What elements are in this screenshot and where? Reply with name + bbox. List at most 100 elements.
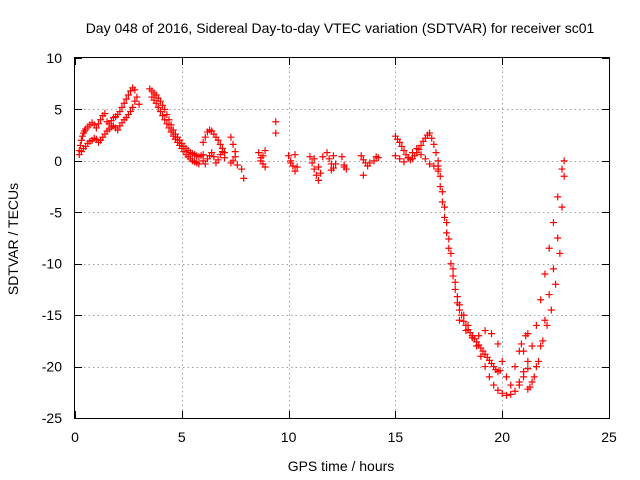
- data-point: [133, 93, 141, 101]
- data-point: [549, 265, 557, 273]
- data-point: [161, 105, 169, 113]
- marks-layer: [75, 84, 568, 399]
- data-point: [460, 311, 468, 319]
- data-point: [468, 334, 476, 342]
- y-tick-label: -20: [42, 359, 62, 375]
- data-point: [520, 368, 528, 376]
- data-point: [152, 99, 160, 107]
- data-point: [541, 270, 549, 278]
- grid-layer: [75, 58, 609, 418]
- data-point: [498, 389, 506, 397]
- tick-layer: 0 5 10 15 20 25 10 5 0 -5 -10 -15 -20 -25: [42, 50, 617, 445]
- data-point: [229, 157, 237, 165]
- data-point: [498, 357, 506, 365]
- data-point: [556, 249, 564, 257]
- data-point: [554, 234, 562, 242]
- y-axis-label: SDTVAR / TECUs: [5, 183, 21, 295]
- data-point: [535, 357, 543, 365]
- data-point: [443, 219, 451, 227]
- data-point: [214, 156, 222, 164]
- y-tick-label: 10: [46, 50, 62, 66]
- data-point: [218, 148, 226, 156]
- series-isolated: [238, 118, 280, 182]
- data-point: [520, 347, 528, 355]
- data-point: [428, 134, 436, 142]
- data-point: [511, 387, 519, 395]
- data-point: [517, 340, 525, 348]
- data-point: [560, 157, 568, 165]
- data-point: [161, 116, 169, 124]
- data-point: [539, 337, 547, 345]
- data-point: [208, 149, 216, 157]
- data-point: [240, 174, 248, 182]
- data-point: [417, 151, 425, 159]
- data-point: [231, 153, 239, 161]
- data-point: [400, 158, 408, 166]
- data-point: [308, 159, 316, 167]
- data-point: [317, 169, 325, 177]
- data-point: [357, 152, 365, 160]
- data-point: [496, 367, 504, 375]
- data-point: [408, 149, 416, 157]
- y-tick-label: 5: [54, 101, 62, 117]
- chart-title: Day 048 of 2016, Sidereal Day-to-day VTE…: [86, 20, 595, 36]
- data-point: [436, 172, 444, 180]
- data-point: [216, 140, 224, 148]
- data-point: [293, 163, 301, 171]
- data-point: [462, 327, 470, 335]
- data-point: [359, 171, 367, 179]
- data-point: [434, 162, 442, 170]
- data-point: [342, 165, 350, 173]
- data-point: [537, 296, 545, 304]
- data-point: [438, 198, 446, 206]
- data-point: [163, 111, 171, 119]
- data-point: [325, 155, 333, 163]
- data-point: [120, 99, 128, 107]
- data-point: [327, 166, 335, 174]
- x-tick-label: 20: [494, 429, 510, 445]
- data-point: [332, 160, 340, 168]
- data-point: [515, 378, 523, 386]
- series-recovery-upper: [515, 165, 566, 386]
- data-point: [323, 149, 331, 157]
- data-point: [165, 124, 173, 132]
- data-point: [118, 103, 126, 111]
- data-point: [426, 160, 434, 168]
- x-tick-label: 25: [601, 429, 617, 445]
- data-point: [558, 165, 566, 173]
- data-point: [159, 101, 167, 109]
- data-point: [530, 373, 538, 381]
- data-point: [156, 107, 164, 115]
- data-point: [97, 116, 105, 124]
- data-point: [451, 278, 459, 286]
- data-point: [464, 321, 472, 329]
- data-point: [455, 301, 463, 309]
- data-point: [163, 120, 171, 128]
- data-point: [101, 110, 109, 118]
- data-point: [430, 140, 438, 148]
- y-tick-label: -25: [42, 410, 62, 426]
- data-point: [524, 357, 532, 365]
- data-point: [131, 86, 139, 94]
- series-trough: [455, 316, 532, 389]
- data-point: [436, 183, 444, 191]
- y-tick-label: -5: [50, 204, 63, 220]
- data-point: [319, 153, 327, 161]
- data-point: [340, 161, 348, 169]
- series-steep-drop-upper: [434, 167, 504, 376]
- data-point: [261, 163, 269, 171]
- data-point: [537, 342, 545, 350]
- y-tick-label: 0: [54, 153, 62, 169]
- data-point: [77, 136, 85, 144]
- data-point: [502, 391, 510, 399]
- data-point: [545, 291, 553, 299]
- data-point: [315, 163, 323, 171]
- data-point: [532, 321, 540, 329]
- data-point: [455, 316, 463, 324]
- data-point: [310, 165, 318, 173]
- data-point: [426, 129, 434, 137]
- data-point: [366, 159, 374, 167]
- data-point: [398, 142, 406, 150]
